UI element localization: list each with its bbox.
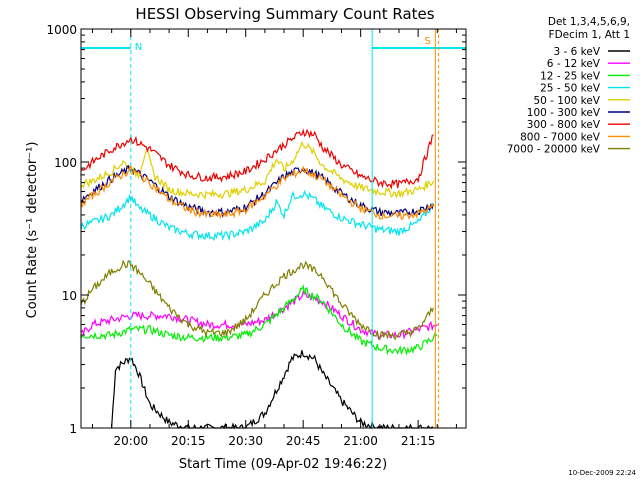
legend-label: 300 - 800 keV xyxy=(527,119,601,131)
series-line-5 xyxy=(80,164,434,219)
y-tick-label: 10 xyxy=(62,289,77,303)
x-axis-label: Start Time (09-Apr-02 19:46:22) xyxy=(179,457,387,472)
y-tick-label: 100 xyxy=(54,156,77,170)
axes-layer: 1 10 100 1000 20:00 20:15 20:30 20:45 21:00 21:15 xyxy=(46,23,467,448)
series-line-2 xyxy=(80,284,438,357)
legend-label: 800 - 7000 keV xyxy=(520,131,601,143)
plot-area xyxy=(81,29,466,428)
series-layer xyxy=(80,128,438,430)
legend-header-line: FDecim 1, Att 1 xyxy=(549,29,630,41)
legend-header-line: Det 1,3,4,5,6,9, xyxy=(548,16,630,28)
series-line-6 xyxy=(80,128,434,190)
y-tick-label: 1 xyxy=(69,422,77,436)
x-tick-label: 21:00 xyxy=(343,434,378,448)
legend-label: 12 - 25 keV xyxy=(540,70,601,82)
legend-label: 100 - 300 keV xyxy=(527,107,601,119)
legend-label: 6 - 12 keV xyxy=(547,58,601,70)
overlay-layer: NS xyxy=(81,29,466,428)
legend-label: 50 - 100 keV xyxy=(533,95,600,107)
series-line-7 xyxy=(80,163,434,220)
y-axis-label: Count Rate (s⁻¹ detector⁻¹) xyxy=(25,142,40,319)
legend: Det 1,3,4,5,6,9,FDecim 1, Att 1 3 - 6 keV… xyxy=(507,16,630,156)
chart-title: HESSI Observing Summary Count Rates xyxy=(135,5,434,23)
legend-label: 3 - 6 keV xyxy=(553,46,600,58)
x-tick-label: 21:15 xyxy=(401,434,436,448)
legend-label: 7000 - 20000 keV xyxy=(507,144,601,156)
series-line-8 xyxy=(80,259,434,342)
legend-label: 25 - 50 keV xyxy=(540,83,601,95)
annotation-n: N xyxy=(135,42,142,53)
y-tick-label: 1000 xyxy=(46,23,77,37)
timestamp: 10-Dec-2009 22:24 xyxy=(568,469,636,477)
plot-background xyxy=(81,29,466,428)
x-tick-label: 20:45 xyxy=(286,434,321,448)
series-line-3 xyxy=(80,189,434,242)
x-tick-label: 20:30 xyxy=(228,434,263,448)
plot-frame xyxy=(80,28,467,429)
annotation-s: S xyxy=(424,36,430,47)
x-tick-label: 20:00 xyxy=(114,434,149,448)
x-tick-label: 20:15 xyxy=(171,434,206,448)
